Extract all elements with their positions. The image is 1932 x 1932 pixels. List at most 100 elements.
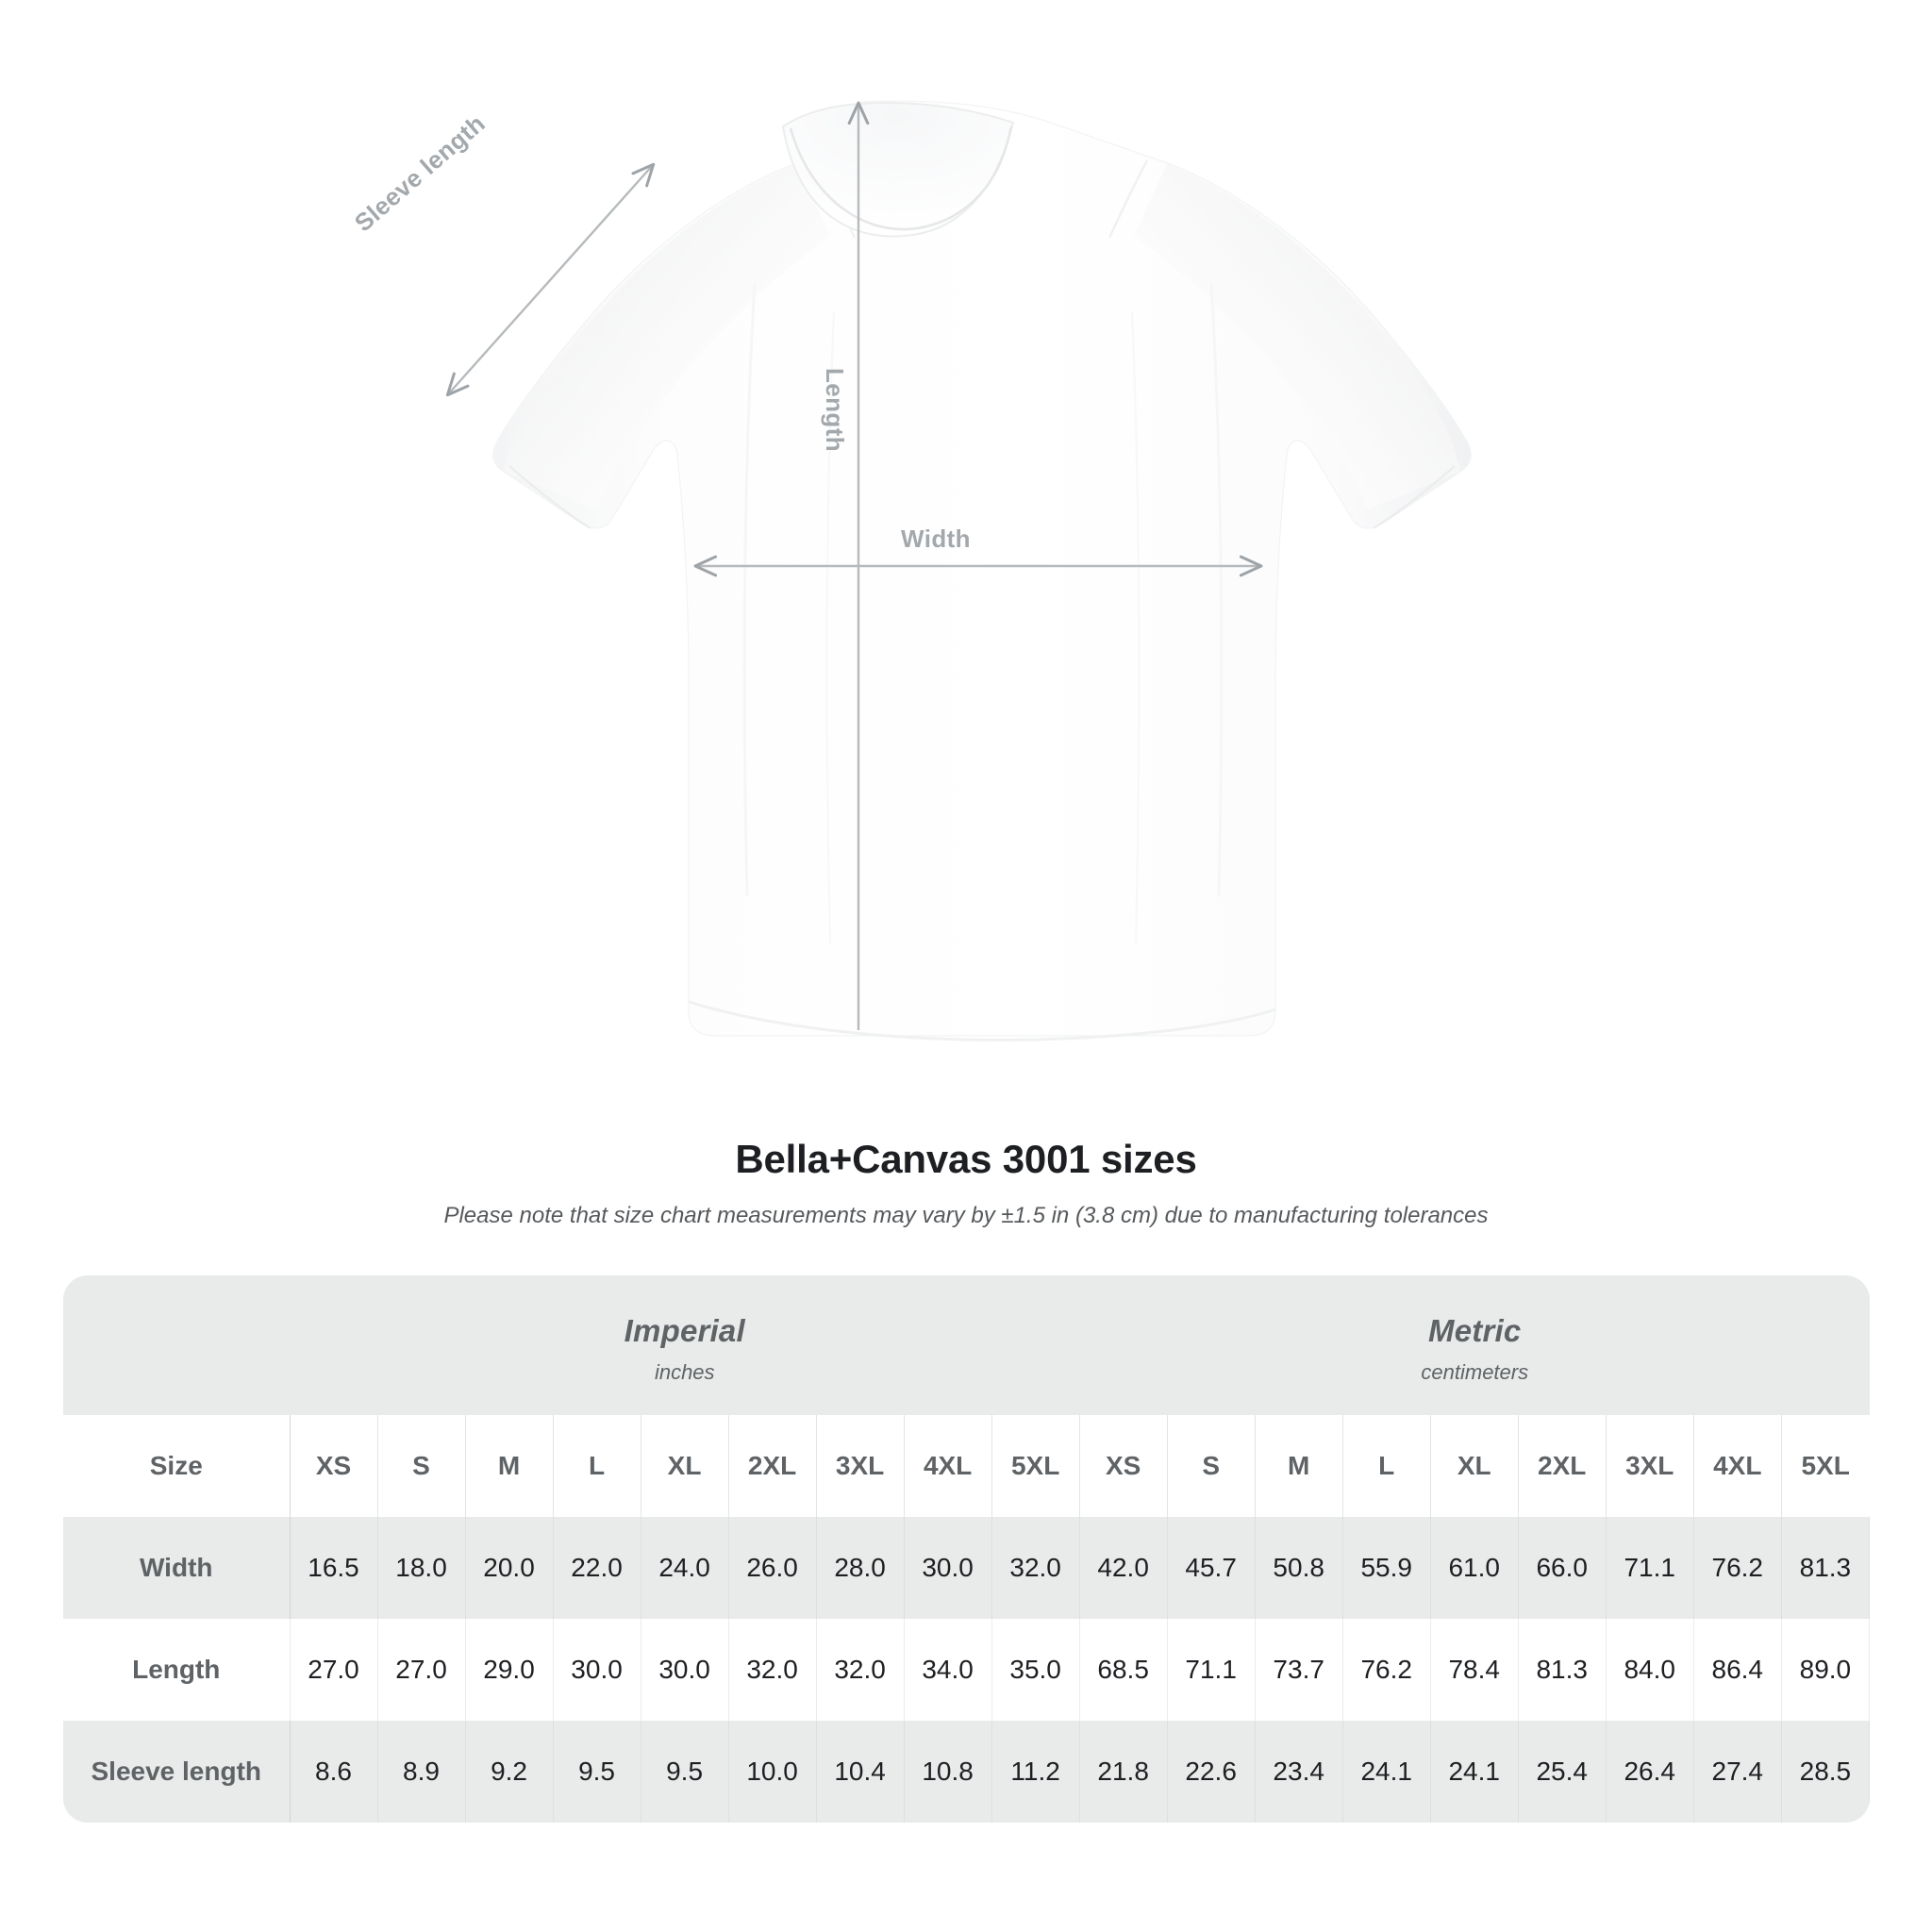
length-measure-label: Length bbox=[821, 368, 849, 453]
tshirt-diagram: Sleeve length Length Width bbox=[0, 100, 1472, 1041]
cell-length-xs-metric: 68.5 bbox=[1079, 1619, 1168, 1721]
table-header-size-3xl-imperial: 3XL bbox=[816, 1415, 905, 1517]
cell-length-s-metric: 71.1 bbox=[1167, 1619, 1256, 1721]
tshirt-shape bbox=[492, 100, 1472, 1041]
table-header-size-l-metric: L bbox=[1342, 1415, 1431, 1517]
cell-sleeve-length-s-metric: 22.6 bbox=[1167, 1721, 1256, 1823]
cell-length-2xl-imperial: 32.0 bbox=[728, 1619, 817, 1721]
cell-width-4xl-imperial: 30.0 bbox=[904, 1517, 992, 1619]
unit-group-metric: Metric centimeters bbox=[1080, 1275, 1871, 1415]
imperial-unit-label: inches bbox=[654, 1360, 715, 1384]
table-header-size-4xl-imperial: 4XL bbox=[904, 1415, 992, 1517]
cell-sleeve-length-xs-imperial: 8.6 bbox=[290, 1721, 378, 1823]
table-header-size-s-metric: S bbox=[1167, 1415, 1256, 1517]
sleeve-length-arrow bbox=[448, 165, 653, 394]
cell-sleeve-length-4xl-metric: 27.4 bbox=[1693, 1721, 1782, 1823]
unit-header-band: Imperial inches Metric centimeters bbox=[63, 1275, 1870, 1415]
cell-sleeve-length-l-metric: 24.1 bbox=[1342, 1721, 1431, 1823]
cell-length-s-imperial: 27.0 bbox=[377, 1619, 466, 1721]
metric-system-label: Metric bbox=[1428, 1313, 1522, 1348]
cell-width-5xl-metric: 81.3 bbox=[1781, 1517, 1870, 1619]
table-header-size-m-metric: M bbox=[1255, 1415, 1343, 1517]
cell-length-m-metric: 73.7 bbox=[1255, 1619, 1343, 1721]
table-header-size-5xl-metric: 5XL bbox=[1801, 1451, 1850, 1480]
cell-length-4xl-imperial: 34.0 bbox=[904, 1619, 992, 1721]
cell-length-3xl-imperial: 32.0 bbox=[816, 1619, 905, 1721]
cell-sleeve-length-m-imperial: 9.2 bbox=[465, 1721, 554, 1823]
width-measure-label: Width bbox=[901, 525, 971, 553]
cell-sleeve-length-5xl-imperial: 11.2 bbox=[991, 1721, 1080, 1823]
table-body: Width 16.5 18.0 20.0 22.0 24.0 26.0 28.0 30.0 32.… bbox=[63, 1517, 1870, 1823]
cell-width-s-metric: 45.7 bbox=[1167, 1517, 1256, 1619]
table-row: Length 27.0 27.0 29.0 30.0 30.0 32.0 32.0 34.0 35… bbox=[63, 1619, 1870, 1721]
title-block: Bella+Canvas 3001 sizes Please note that… bbox=[0, 1137, 1932, 1229]
cell-sleeve-length-xl-metric: 24.1 bbox=[1430, 1721, 1519, 1823]
table-header-size-xl-imperial: XL bbox=[641, 1415, 729, 1517]
cell-length-xl-imperial: 30.0 bbox=[641, 1619, 729, 1721]
cell-length-2xl-metric: 81.3 bbox=[1518, 1619, 1607, 1721]
table-header-row: Size XS S M L XL 2XL 3XL 4XL 5XL XS S M L XL 2XL 3XL 4XL 5… bbox=[63, 1415, 1870, 1517]
table-header-size-l-imperial: L bbox=[553, 1415, 641, 1517]
cell-width-xl-metric: 61.0 bbox=[1430, 1517, 1519, 1619]
cell-width-xl-imperial: 24.0 bbox=[641, 1517, 729, 1619]
cell-width-xs-imperial: 16.5 bbox=[290, 1517, 378, 1619]
table-header-size-2xl-metric: 2XL bbox=[1518, 1415, 1607, 1517]
table-row: Width 16.5 18.0 20.0 22.0 24.0 26.0 28.0 30.0 32.… bbox=[63, 1517, 1870, 1619]
cell-width-m-metric: 50.8 bbox=[1255, 1517, 1343, 1619]
table-row: Sleeve length 8.6 8.9 9.2 9.5 9.5 10.0 10.4 10.8… bbox=[63, 1721, 1870, 1823]
table-header-size-2xl-imperial: 2XL bbox=[728, 1415, 817, 1517]
cell-length-3xl-metric: 84.0 bbox=[1606, 1619, 1694, 1721]
table-header-size-s-imperial: S bbox=[377, 1415, 466, 1517]
cell-sleeve-length-5xl-metric: 28.5 bbox=[1781, 1721, 1870, 1823]
cell-width-5xl-imperial: 32.0 bbox=[991, 1517, 1080, 1619]
size-table-card: Imperial inches Metric centimeters Size X… bbox=[63, 1275, 1870, 1823]
cell-width-l-metric: 55.9 bbox=[1342, 1517, 1431, 1619]
unit-band-spacer bbox=[63, 1275, 290, 1415]
table-header-size-xl-metric: XL bbox=[1430, 1415, 1519, 1517]
cell-sleeve-length-m-metric: 23.4 bbox=[1255, 1721, 1343, 1823]
cell-sleeve-length-3xl-imperial: 10.4 bbox=[816, 1721, 905, 1823]
cell-length-m-imperial: 29.0 bbox=[465, 1619, 554, 1721]
cell-length-5xl-imperial: 35.0 bbox=[991, 1619, 1080, 1721]
cell-sleeve-length-2xl-imperial: 10.0 bbox=[728, 1721, 817, 1823]
cell-width-4xl-metric: 76.2 bbox=[1693, 1517, 1782, 1619]
cell-width-3xl-metric: 71.1 bbox=[1606, 1517, 1694, 1619]
row-label-sleeve-length: Sleeve length bbox=[63, 1721, 291, 1823]
cell-sleeve-length-4xl-imperial: 10.8 bbox=[904, 1721, 992, 1823]
cell-sleeve-length-xl-imperial: 9.5 bbox=[641, 1721, 729, 1823]
table-header-size-xs-imperial: XS bbox=[290, 1415, 378, 1517]
metric-unit-label: centimeters bbox=[1421, 1360, 1529, 1384]
table-header-size-5xl-imperial: 5XL bbox=[991, 1415, 1080, 1517]
unit-group-imperial: Imperial inches bbox=[290, 1275, 1080, 1415]
row-label-length: Length bbox=[63, 1619, 291, 1721]
cell-length-l-metric: 76.2 bbox=[1342, 1619, 1431, 1721]
cell-width-2xl-imperial: 26.0 bbox=[728, 1517, 817, 1619]
table-header-size-3xl-metric: 3XL bbox=[1606, 1415, 1694, 1517]
row-label-width: Width bbox=[63, 1517, 291, 1619]
cell-sleeve-length-xs-metric: 21.8 bbox=[1079, 1721, 1168, 1823]
table-header-size: Size bbox=[63, 1415, 291, 1517]
cell-width-l-imperial: 22.0 bbox=[553, 1517, 641, 1619]
cell-sleeve-length-l-imperial: 9.5 bbox=[553, 1721, 641, 1823]
tshirt-illustration-svg bbox=[0, 100, 1472, 1041]
cell-width-3xl-imperial: 28.0 bbox=[816, 1517, 905, 1619]
cell-length-l-imperial: 30.0 bbox=[553, 1619, 641, 1721]
cell-width-m-imperial: 20.0 bbox=[465, 1517, 554, 1619]
cell-sleeve-length-s-imperial: 8.9 bbox=[377, 1721, 466, 1823]
cell-width-2xl-metric: 66.0 bbox=[1518, 1517, 1607, 1619]
cell-length-xs-imperial: 27.0 bbox=[290, 1619, 378, 1721]
table-head: Size XS S M L XL 2XL 3XL 4XL 5XL XS S M L XL 2XL 3XL 4XL 5… bbox=[63, 1415, 1870, 1517]
cell-width-s-imperial: 18.0 bbox=[377, 1517, 466, 1619]
size-measurements-table: Size XS S M L XL 2XL 3XL 4XL 5XL XS S M L XL 2XL 3XL 4XL 5… bbox=[63, 1415, 1870, 1823]
cell-sleeve-length-2xl-metric: 25.4 bbox=[1518, 1721, 1607, 1823]
cell-width-xs-metric: 42.0 bbox=[1079, 1517, 1168, 1619]
tolerance-note: Please note that size chart measurements… bbox=[443, 1203, 1489, 1228]
cell-length-4xl-metric: 86.4 bbox=[1693, 1619, 1782, 1721]
cell-sleeve-length-3xl-metric: 26.4 bbox=[1606, 1721, 1694, 1823]
cell-length-xl-metric: 78.4 bbox=[1430, 1619, 1519, 1721]
table-header-size-m-imperial: M bbox=[465, 1415, 554, 1517]
cell-length-5xl-metric: 89.0 bbox=[1781, 1619, 1870, 1721]
table-header-size-xs-metric: XS bbox=[1079, 1415, 1168, 1517]
imperial-system-label: Imperial bbox=[624, 1313, 745, 1348]
